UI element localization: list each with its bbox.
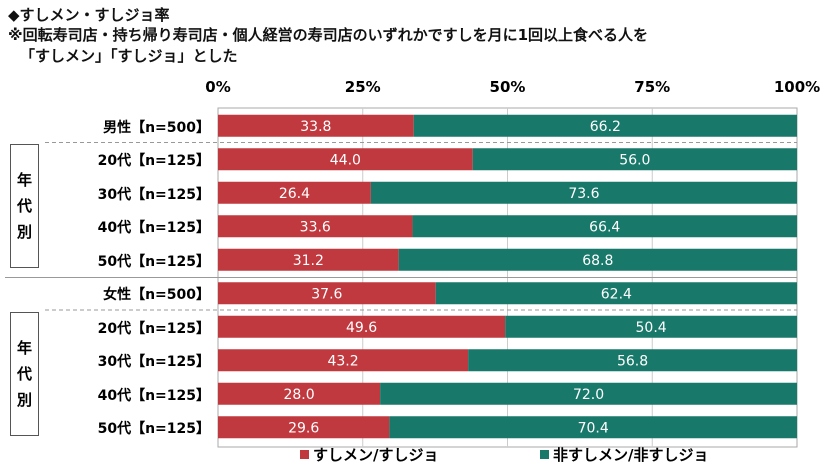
category-label: 男性【n=500】 — [103, 119, 210, 136]
data-label: 33.8 — [300, 119, 331, 135]
bar-non-sushi — [435, 282, 797, 305]
data-label: 26.4 — [279, 186, 310, 202]
category-label: 40代【n=125】 — [97, 220, 210, 237]
box-char: 代 — [16, 365, 32, 383]
data-label: 50.4 — [636, 320, 667, 336]
data-label: 33.6 — [300, 219, 331, 235]
data-label: 29.6 — [288, 420, 319, 436]
bar-non-sushi — [412, 215, 797, 238]
data-label: 44.0 — [330, 152, 361, 168]
bar-non-sushi — [370, 181, 797, 204]
x-tick-label: 50% — [489, 78, 526, 96]
data-label: 56.0 — [619, 152, 650, 168]
age-group-box-female: 年 代 別 — [10, 312, 39, 436]
data-label: 62.4 — [601, 286, 632, 302]
bar-non-sushi — [472, 148, 797, 171]
category-label: 30代【n=125】 — [97, 354, 210, 371]
bar-non-sushi — [505, 315, 797, 338]
chart-title: ◆すしメン・すしジョ率 — [8, 6, 170, 24]
data-label: 70.4 — [578, 420, 609, 436]
data-label: 56.8 — [617, 353, 648, 369]
category-label: 50代【n=125】 — [97, 253, 210, 270]
legend-swatch — [300, 450, 309, 459]
data-label: 66.4 — [589, 219, 620, 235]
data-label: 43.2 — [327, 353, 358, 369]
bar-sushi — [218, 382, 381, 405]
legend-label: すしメン/すしジョ — [313, 446, 439, 464]
category-label: 40代【n=125】 — [97, 387, 210, 404]
category-label: 女性【n=500】 — [103, 287, 210, 304]
bar-sushi — [218, 181, 371, 204]
category-label: 20代【n=125】 — [97, 153, 210, 170]
data-label: 37.6 — [311, 286, 342, 302]
legend-label: 非すしメン/非すしジョ — [553, 446, 709, 464]
bar-sushi — [218, 282, 436, 305]
bar-sushi — [218, 114, 414, 137]
box-char: 代 — [16, 197, 32, 215]
category-label: 30代【n=125】 — [97, 186, 210, 203]
box-char: 年 — [16, 171, 32, 189]
data-label: 31.2 — [293, 253, 324, 269]
bar-sushi — [218, 248, 399, 271]
bar-sushi — [218, 349, 469, 372]
box-char: 年 — [16, 339, 32, 357]
bar-sushi — [218, 315, 506, 338]
box-char: 別 — [16, 223, 32, 241]
x-tick-label: 100% — [773, 78, 821, 96]
legend-item-sushi: すしメン/すしジョ — [300, 444, 438, 465]
data-label: 28.0 — [283, 387, 314, 403]
legend-swatch — [540, 450, 549, 459]
data-label: 68.8 — [582, 253, 613, 269]
legend-item-non-sushi: 非すしメン/非すしジョ — [540, 444, 708, 465]
x-tick-label: 75% — [634, 78, 671, 96]
bar-sushi — [218, 416, 390, 439]
bar-sushi — [218, 148, 473, 171]
category-label: 20代【n=125】 — [97, 320, 210, 337]
age-group-box-male: 年 代 別 — [10, 144, 39, 268]
note-line-2: 「すしメン」「すしジョ」とした — [20, 47, 238, 65]
data-label: 66.2 — [590, 119, 621, 135]
bar-non-sushi — [398, 248, 797, 271]
data-label: 72.0 — [573, 387, 604, 403]
bar-non-sushi — [468, 349, 797, 372]
note-line-1: ※回転寿司店・持ち帰り寿司店・個人経営の寿司店のいずれかですしを月に1回以上食べ… — [8, 26, 649, 44]
box-char: 別 — [16, 391, 32, 409]
bar-non-sushi — [380, 382, 797, 405]
data-label: 49.6 — [346, 320, 377, 336]
bar-non-sushi — [413, 114, 797, 137]
bar-non-sushi — [389, 416, 797, 439]
x-tick-label: 25% — [344, 78, 381, 96]
x-tick-label: 0% — [205, 78, 231, 96]
category-label: 50代【n=125】 — [97, 421, 210, 438]
bar-sushi — [218, 215, 413, 238]
data-label: 73.6 — [568, 186, 599, 202]
